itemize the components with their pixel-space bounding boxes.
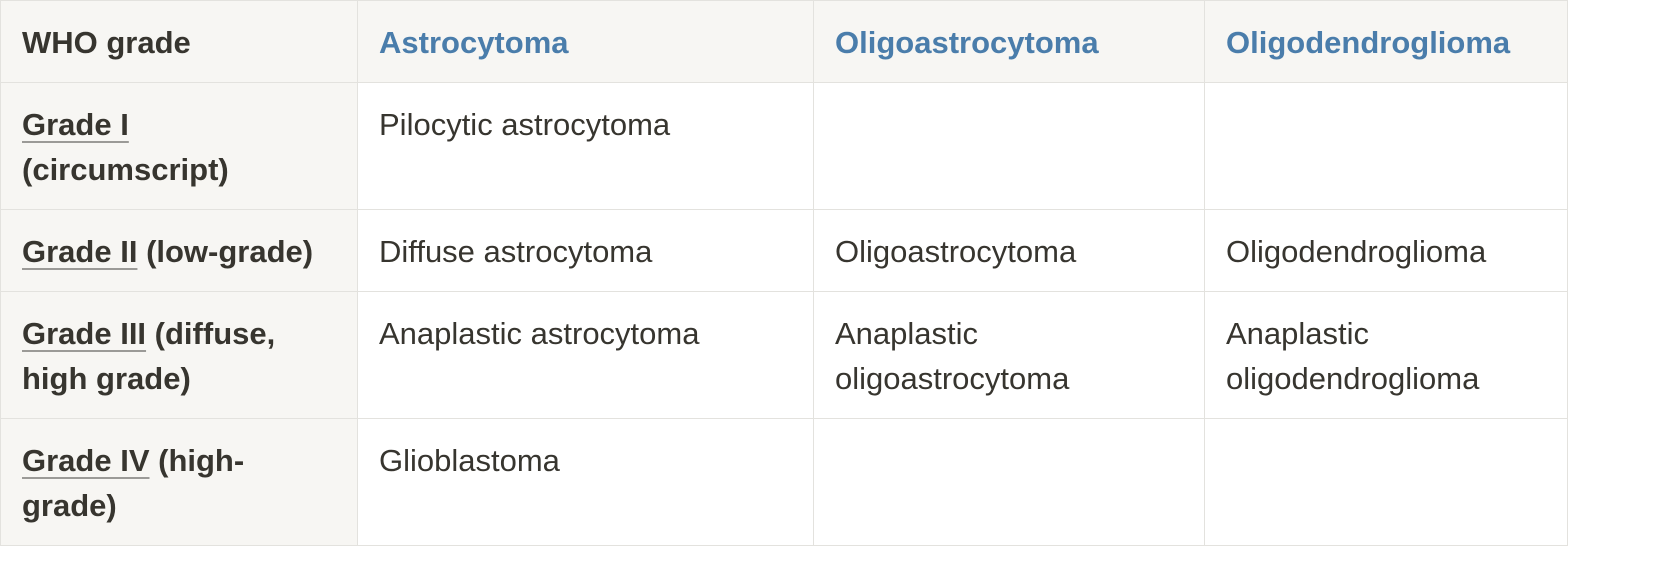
who-grade-table: WHO grade Astrocytoma Oligoastrocytoma O… bbox=[0, 0, 1568, 546]
grade-1-link[interactable]: Grade I bbox=[22, 107, 129, 142]
cell-grade-3-oligoastrocytoma: Anaplastic oligoastrocytoma bbox=[813, 291, 1205, 419]
table-row: Grade III (diffuse, high grade) Anaplast… bbox=[0, 291, 1568, 419]
cell-grade-2-astrocytoma: Diffuse astrocytoma bbox=[357, 209, 814, 292]
row-head-grade-3: Grade III (diffuse, high grade) bbox=[0, 291, 358, 419]
grade-2-link[interactable]: Grade II bbox=[22, 234, 138, 269]
grade-4-description: (high-grade) bbox=[22, 443, 245, 523]
header-oligoastrocytoma: Oligoastrocytoma bbox=[813, 0, 1205, 83]
cell-grade-2-oligodendroglioma: Oligodendroglioma bbox=[1204, 209, 1568, 292]
grade-3-link[interactable]: Grade III bbox=[22, 316, 147, 351]
cell-grade-1-astrocytoma: Pilocytic astrocytoma bbox=[357, 82, 814, 210]
row-head-grade-1: Grade I (circumscript) bbox=[0, 82, 358, 210]
cell-grade-4-oligodendroglioma bbox=[1204, 418, 1568, 546]
header-who-grade: WHO grade bbox=[0, 0, 358, 83]
header-oligodendroglioma: Oligodendroglioma bbox=[1204, 0, 1568, 83]
grade-4-link[interactable]: Grade IV bbox=[22, 443, 150, 478]
header-row: WHO grade Astrocytoma Oligoastrocytoma O… bbox=[0, 0, 1568, 83]
cell-grade-4-astrocytoma: Glioblastoma bbox=[357, 418, 814, 546]
cell-grade-3-oligodendroglioma: Anaplastic oligodendroglioma bbox=[1204, 291, 1568, 419]
grade-3-description: (diffuse, high grade) bbox=[22, 316, 276, 396]
cell-grade-4-oligoastrocytoma bbox=[813, 418, 1205, 546]
header-astrocytoma: Astrocytoma bbox=[357, 0, 814, 83]
cell-grade-1-oligodendroglioma bbox=[1204, 82, 1568, 210]
row-head-grade-2: Grade II (low-grade) bbox=[0, 209, 358, 292]
table-row: Grade IV (high-grade) Glioblastoma bbox=[0, 418, 1568, 546]
row-head-grade-4: Grade IV (high-grade) bbox=[0, 418, 358, 546]
table-row: Grade II (low-grade) Diffuse astrocytoma… bbox=[0, 209, 1568, 292]
cell-grade-1-oligoastrocytoma bbox=[813, 82, 1205, 210]
cell-grade-3-astrocytoma: Anaplastic astrocytoma bbox=[357, 291, 814, 419]
grade-1-description: (circumscript) bbox=[22, 152, 229, 187]
table-header: WHO grade Astrocytoma Oligoastrocytoma O… bbox=[0, 0, 1568, 83]
cell-grade-2-oligoastrocytoma: Oligoastrocytoma bbox=[813, 209, 1205, 292]
who-grade-table-container: WHO grade Astrocytoma Oligoastrocytoma O… bbox=[0, 0, 1568, 546]
table-row: Grade I (circumscript) Pilocytic astrocyt… bbox=[0, 82, 1568, 210]
grade-2-description: (low-grade) bbox=[146, 234, 314, 269]
table-body: Grade I (circumscript) Pilocytic astrocyt… bbox=[0, 82, 1568, 546]
